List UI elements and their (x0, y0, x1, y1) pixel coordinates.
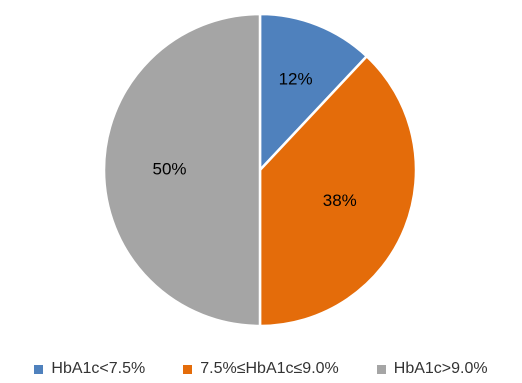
pie-slice (102, 12, 262, 328)
legend-item: HbA1c<7.5% (34, 360, 145, 378)
pie-slice (258, 54, 418, 328)
legend-label: HbA1c<7.5% (51, 360, 146, 377)
pie-chart-plot: 12% 38% 50% (102, 12, 418, 328)
legend-item: 7.5%≤HbA1c≤9.0% (183, 360, 339, 378)
legend-swatch (34, 364, 44, 374)
chart-legend: HbA1c<7.5% 7.5%≤HbA1c≤9.0% HbA1c>9.0% (0, 359, 522, 379)
legend-item: HbA1c>9.0% (376, 360, 488, 378)
slice-data-label: 38% (323, 191, 357, 210)
legend-swatch (183, 364, 193, 374)
slice-data-label: 50% (153, 159, 187, 178)
legend-swatch (376, 364, 386, 374)
legend-label: HbA1c>9.0% (393, 360, 488, 377)
slice-data-label: 12% (279, 70, 313, 89)
legend-label: 7.5%≤HbA1c≤9.0% (200, 360, 339, 377)
pie-slice (258, 12, 369, 174)
